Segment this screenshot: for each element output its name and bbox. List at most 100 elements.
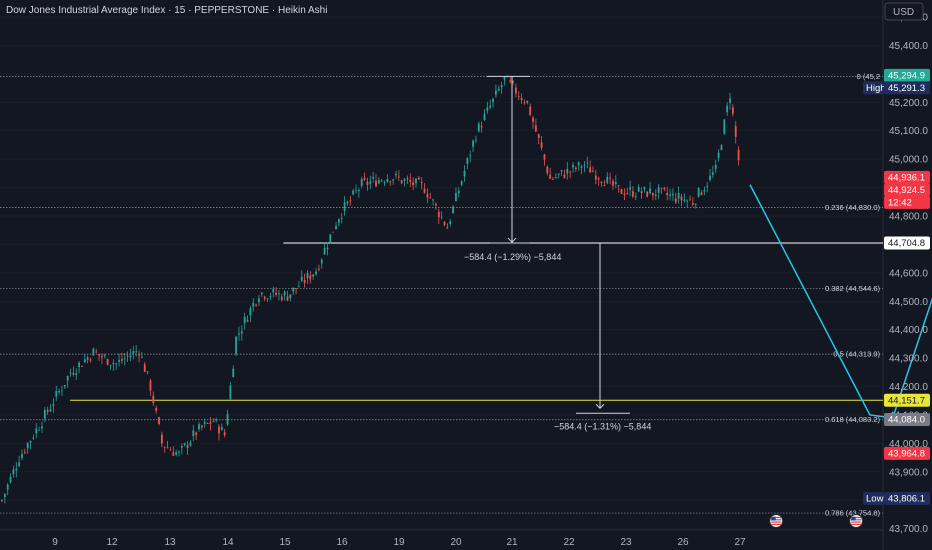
candle-body <box>101 355 103 358</box>
candle-body <box>355 190 357 192</box>
price-tag-bg <box>884 183 930 197</box>
candle-body <box>283 291 286 296</box>
candle-body <box>637 186 640 192</box>
candle-body <box>349 200 352 202</box>
candle-body <box>72 372 75 375</box>
currency-button[interactable]: USD <box>884 2 924 21</box>
y-tick-label: 45,000.0 <box>889 155 928 166</box>
price-tag: 43,806.1 <box>888 493 925 504</box>
price-tag-bg <box>884 195 930 209</box>
candle-body <box>95 351 98 353</box>
candle-body <box>734 126 737 137</box>
candle-body <box>326 247 329 250</box>
candle-body <box>158 417 160 425</box>
candle-body <box>683 199 686 201</box>
price-tag-bg <box>884 393 930 407</box>
price-tag: 43,964.8 <box>888 448 925 459</box>
candle-body <box>415 178 417 184</box>
candle-body <box>369 181 372 184</box>
us-flag-icon[interactable] <box>769 514 784 528</box>
candle-body <box>677 193 680 199</box>
candle-body <box>272 289 275 293</box>
x-tick-label: 21 <box>506 537 518 548</box>
candle-body <box>563 174 566 178</box>
y-tick-label: 45,100.0 <box>889 126 928 137</box>
measure-2-label: −584.4 (−1.31%) −5,844 <box>554 421 651 431</box>
candle-body <box>632 191 634 197</box>
candle-body <box>700 192 703 195</box>
candle-body <box>186 445 189 449</box>
us-flag-icon[interactable] <box>849 514 864 528</box>
candlesticks <box>1 75 740 504</box>
candle-body <box>440 216 443 218</box>
candle-body <box>617 185 620 187</box>
candle-body <box>86 357 89 360</box>
candle-body <box>689 199 691 201</box>
candle-body <box>455 193 457 202</box>
candle-body <box>606 176 609 183</box>
flag-stripe <box>851 521 862 523</box>
candle-body <box>703 190 706 192</box>
candle-body <box>46 409 49 412</box>
candle-body <box>332 231 335 233</box>
candle-body <box>663 187 666 190</box>
candle-body <box>286 296 289 301</box>
candle-body <box>534 125 537 132</box>
candle-body <box>594 175 597 180</box>
candle-body <box>340 218 343 219</box>
candle-body <box>623 193 626 196</box>
y-tick-label: 44,000.0 <box>889 439 928 450</box>
candle-body <box>643 187 646 190</box>
candle-body <box>143 364 146 372</box>
candle-body <box>260 292 263 295</box>
candle-body <box>472 140 474 147</box>
candle-body <box>320 259 323 264</box>
flag-stripe <box>771 517 782 518</box>
candle-body <box>163 446 166 448</box>
candle-body <box>446 227 449 229</box>
horizontal-lines[interactable] <box>70 242 883 401</box>
candle-body <box>175 452 178 455</box>
candle-body <box>731 107 734 114</box>
candle-body <box>692 203 694 205</box>
candle-body <box>629 187 631 190</box>
candle-body <box>649 188 651 194</box>
candle-body <box>517 96 520 98</box>
event-markers[interactable] <box>769 514 932 528</box>
candle-body <box>103 355 106 357</box>
price-tag-bg <box>884 491 930 505</box>
price-tag: 44,924.5 <box>888 185 925 196</box>
candle-body <box>672 193 674 196</box>
candle-body <box>112 363 115 365</box>
candle-body <box>269 296 272 298</box>
price-tag: 45,294.9 <box>888 70 925 81</box>
candle-body <box>395 173 397 176</box>
candle-body <box>229 385 232 400</box>
candle-body <box>220 427 223 431</box>
candle-body <box>98 354 100 356</box>
candle-body <box>55 391 58 397</box>
candle-body <box>423 188 426 193</box>
candle-body <box>200 425 203 428</box>
candle-body <box>106 359 109 365</box>
candle-body <box>337 219 340 223</box>
candle-body <box>132 351 135 354</box>
candle-body <box>166 447 169 449</box>
x-tick-label: 20 <box>450 537 462 548</box>
candle-body <box>366 181 369 186</box>
candle-body <box>392 179 395 181</box>
x-tick-label: 27 <box>734 537 746 548</box>
candle-body <box>586 162 589 164</box>
fibonacci-retracement[interactable]: 0 (45,2 0.236 (44,830.0) 0.382 (44,544.6) 0… <box>0 72 883 518</box>
candle-body <box>483 113 486 120</box>
candle-body <box>292 287 295 292</box>
candle-body <box>429 197 432 199</box>
candle-body <box>400 180 403 184</box>
candle-body <box>35 428 38 434</box>
measurement-tools[interactable]: −584.4 (−1.29%) −5,844 −584.4 (−1.31%) −5… <box>464 75 651 431</box>
x-tick-label: 22 <box>563 537 575 548</box>
candle-body <box>9 476 12 483</box>
fib-level-label: 0.786 (43,754.8) <box>825 509 881 518</box>
candle-body <box>246 319 249 322</box>
